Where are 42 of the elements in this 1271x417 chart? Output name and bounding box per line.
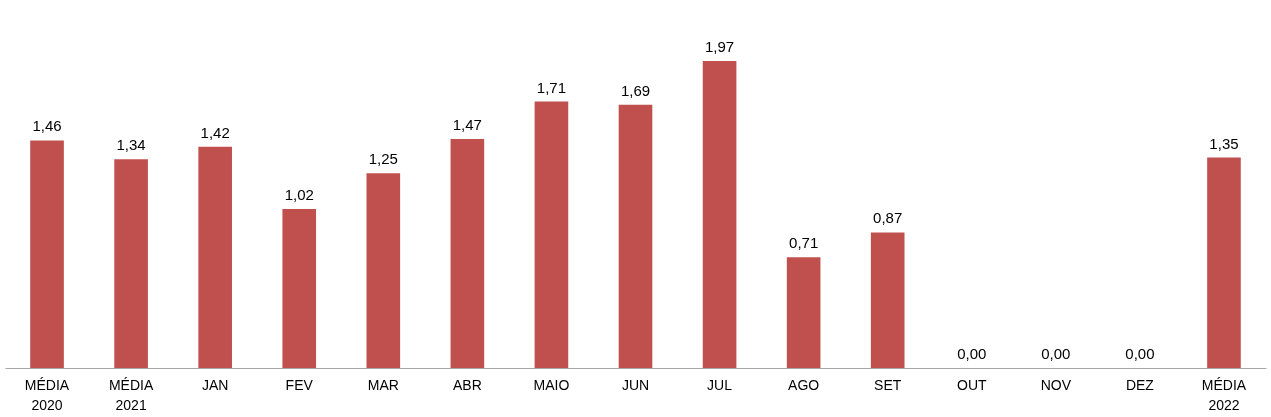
x-tick-label: MÉDIA 2020: [24, 376, 70, 413]
x-tick-label: MAIO: [533, 376, 570, 393]
x-tick-label: JUL: [707, 376, 733, 393]
bar: [618, 104, 653, 368]
bar: [702, 61, 737, 368]
data-label: 1,25: [368, 150, 398, 168]
x-tick-label: ABR: [452, 376, 482, 393]
data-label: 1,34: [116, 136, 146, 154]
x-tick-label: DEZ: [1125, 376, 1155, 393]
data-label: 0,00: [1125, 345, 1155, 362]
data-label: 1,46: [32, 117, 62, 135]
bar: [198, 146, 232, 368]
bar: [534, 101, 569, 368]
x-tick-label: JAN: [201, 376, 229, 393]
data-label: 1,97: [704, 38, 735, 55]
data-label: 0,00: [957, 345, 987, 362]
data-label: 1,71: [536, 78, 567, 96]
x-tick-label: NOV: [1040, 376, 1072, 393]
x-tick-label: AGO: [788, 376, 820, 393]
bar: [114, 159, 148, 368]
bar: [366, 173, 401, 368]
x-tick-label: FEV: [285, 376, 314, 393]
data-label: 1,02: [284, 186, 314, 204]
bar: [870, 232, 905, 368]
bar: [450, 138, 485, 368]
bar: [1207, 157, 1241, 368]
data-label: 0,71: [789, 234, 819, 252]
bar: [30, 140, 64, 368]
bar: [282, 209, 317, 368]
data-label: 0,87: [873, 209, 903, 227]
bar: [786, 257, 821, 368]
data-label: 1,69: [620, 81, 651, 99]
x-tick-label: MAR: [367, 376, 399, 393]
x-tick-label: MÉDIA 2022: [1201, 376, 1247, 413]
x-tick-label: JUN: [621, 376, 650, 393]
data-label: 0,00: [1041, 345, 1071, 362]
data-label: 1,42: [200, 123, 230, 141]
data-label: 1,47: [452, 115, 482, 133]
x-tick-label: MÉDIA 2021: [108, 376, 154, 413]
x-tick-label: SET: [874, 376, 902, 393]
data-label: 1,35: [1209, 134, 1239, 152]
x-tick-label: OUT: [956, 376, 987, 393]
